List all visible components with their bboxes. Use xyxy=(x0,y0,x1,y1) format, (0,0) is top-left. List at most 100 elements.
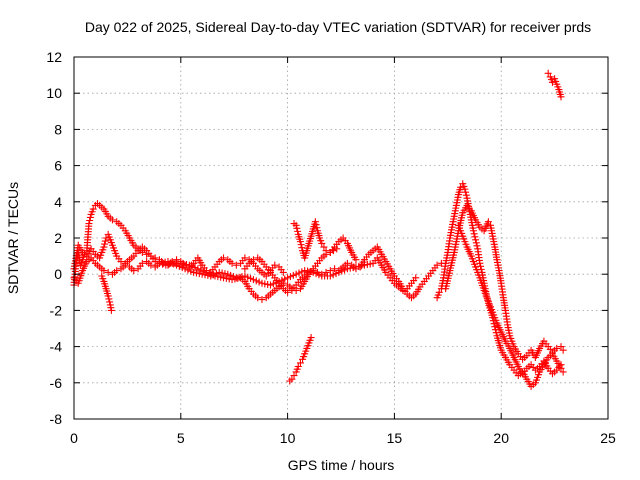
data-point xyxy=(249,256,257,264)
y-tick-label: 2 xyxy=(54,230,62,246)
data-point xyxy=(292,221,300,229)
x-tick-label: 10 xyxy=(280,430,296,446)
data-point xyxy=(107,306,115,314)
data-point xyxy=(330,247,338,255)
data-point xyxy=(86,213,94,221)
data-point xyxy=(559,368,567,376)
data-point xyxy=(476,259,484,267)
y-tick-label: 12 xyxy=(46,49,62,65)
data-point xyxy=(254,294,262,302)
data-point xyxy=(473,242,481,250)
data-point xyxy=(113,267,121,275)
data-point xyxy=(121,261,129,269)
series-spur-early xyxy=(98,272,115,314)
data-point xyxy=(433,261,441,269)
data-point xyxy=(232,261,240,269)
data-point xyxy=(320,243,328,251)
data-point xyxy=(147,261,155,269)
data-point xyxy=(288,375,296,383)
data-point xyxy=(297,241,305,249)
chart-title: Day 022 of 2025, Sidereal Day-to-day VTE… xyxy=(85,19,591,35)
data-point xyxy=(296,359,304,367)
y-tick-label: 6 xyxy=(54,158,62,174)
data-point xyxy=(104,268,112,276)
data-point xyxy=(307,334,315,342)
data-point xyxy=(105,295,113,303)
data-point xyxy=(457,183,465,191)
data-point xyxy=(130,267,138,275)
data-point xyxy=(284,288,292,296)
data-point xyxy=(162,261,170,269)
data-point xyxy=(557,343,565,351)
x-axis-label: GPS time / hours xyxy=(288,457,395,473)
series-main-track-d xyxy=(241,243,445,302)
series-isolated-arc xyxy=(286,334,315,385)
data-point xyxy=(89,205,97,213)
data-point xyxy=(484,218,492,226)
data-point xyxy=(548,78,556,86)
data-point xyxy=(470,230,478,238)
data-point xyxy=(472,239,480,247)
data-point xyxy=(100,243,108,251)
data-point xyxy=(477,262,485,270)
data-point xyxy=(322,268,330,276)
data-point xyxy=(86,217,94,225)
y-tick-label: -2 xyxy=(50,302,63,318)
data-point xyxy=(352,265,360,273)
data-point xyxy=(101,240,109,248)
data-point xyxy=(343,259,351,267)
axis-ticks: 0 5 10 15 20 25 -8 -6 -4 -2 0 2 4 6 8 10 12 xyxy=(46,49,616,446)
y-tick-label: 0 xyxy=(54,266,62,282)
data-point xyxy=(435,288,443,296)
data-point xyxy=(305,268,313,276)
data-point xyxy=(108,216,116,224)
x-tick-label: 25 xyxy=(600,430,616,446)
x-tick-label: 15 xyxy=(387,430,403,446)
data-point xyxy=(352,256,360,264)
data-point xyxy=(271,261,279,269)
data-point xyxy=(296,238,304,246)
data-point xyxy=(559,346,567,354)
data-point xyxy=(322,247,330,255)
data-series xyxy=(70,69,567,390)
data-point xyxy=(309,267,317,275)
data-point xyxy=(412,274,420,282)
data-point xyxy=(138,259,146,267)
y-tick-label: -8 xyxy=(50,411,63,427)
data-point xyxy=(294,227,302,235)
x-tick-label: 5 xyxy=(177,430,185,446)
data-point xyxy=(104,292,112,300)
y-tick-label: -4 xyxy=(50,339,63,355)
data-point xyxy=(491,323,499,331)
data-point xyxy=(101,237,109,245)
data-point xyxy=(298,244,306,252)
data-point xyxy=(102,234,110,242)
data-point xyxy=(471,233,479,241)
data-point xyxy=(472,236,480,244)
data-point xyxy=(557,93,565,101)
y-tick-label: -6 xyxy=(50,375,63,391)
series-isolated-high xyxy=(544,69,565,101)
data-point xyxy=(313,224,321,232)
data-point xyxy=(294,363,302,371)
x-tick-label: 20 xyxy=(493,430,509,446)
data-point xyxy=(312,221,320,229)
data-point xyxy=(557,361,565,369)
data-point xyxy=(228,259,236,267)
data-point xyxy=(461,185,469,193)
y-tick-label: 10 xyxy=(46,85,62,101)
series-spurs-near-10-11 xyxy=(290,218,341,262)
data-point xyxy=(544,69,552,77)
data-point xyxy=(258,296,266,304)
data-point xyxy=(462,188,470,196)
series-late-rise-fall-c xyxy=(454,221,565,378)
data-point xyxy=(117,258,125,266)
series-late-rise-fall-b xyxy=(442,201,567,363)
data-point xyxy=(311,218,319,226)
data-point xyxy=(220,254,228,262)
data-point xyxy=(293,224,301,232)
y-tick-label: 4 xyxy=(54,194,62,210)
data-point xyxy=(290,372,298,380)
y-tick-label: 8 xyxy=(54,121,62,137)
data-point xyxy=(492,329,500,337)
